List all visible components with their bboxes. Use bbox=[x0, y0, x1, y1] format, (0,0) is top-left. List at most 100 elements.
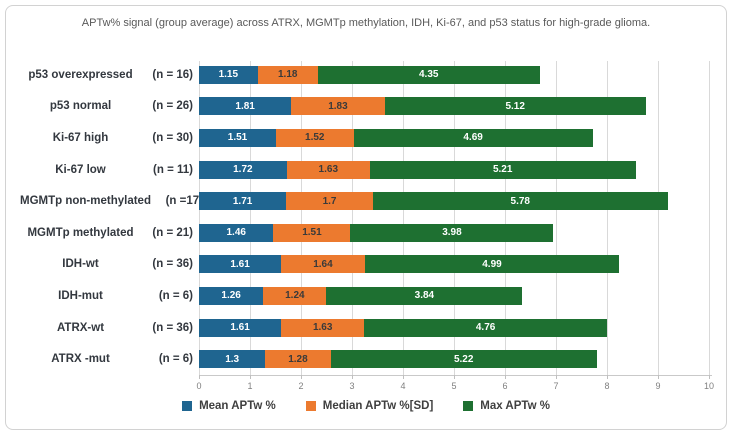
gridline-10 bbox=[709, 61, 710, 375]
category-count: (n = 21) bbox=[152, 226, 193, 239]
gridline-6 bbox=[505, 61, 506, 375]
chart-frame: APTw% signal (group average) across ATRX… bbox=[5, 5, 727, 430]
bar-value-label: 1.51 bbox=[302, 227, 322, 239]
bar-track: 1.26 1.24 3.84 bbox=[199, 286, 709, 305]
bar-row: MGMTp methylated (n = 21) 1.46 1.51 3.98 bbox=[6, 217, 726, 249]
bar-track: 1.61 1.64 4.99 bbox=[199, 255, 709, 274]
bar-segment-median: 1.64 bbox=[281, 255, 365, 274]
bar-segment-mean: 1.3 bbox=[199, 350, 266, 369]
bar-value-label: 1.81 bbox=[235, 100, 255, 112]
bar-track: 1.71 1.7 5.78 bbox=[199, 192, 709, 211]
tick-label-3: 3 bbox=[349, 381, 355, 391]
bar-value-label: 1.63 bbox=[318, 164, 339, 176]
category-name: Ki-67 high bbox=[52, 131, 109, 144]
tick-label-6: 6 bbox=[502, 381, 508, 391]
category-count: (n = 16) bbox=[152, 68, 193, 81]
chart-title: APTw% signal (group average) across ATRX… bbox=[81, 17, 651, 29]
category-label: MGMTp non-methylated (n =17) bbox=[6, 195, 203, 208]
bar-value-label: 1.26 bbox=[221, 290, 241, 302]
bar-segment-max: 5.21 bbox=[369, 160, 636, 179]
category-count: (n = 11) bbox=[153, 163, 193, 176]
bar-segment-median: 1.63 bbox=[281, 318, 365, 337]
tick-mark-8 bbox=[607, 375, 608, 379]
bar-value-label: 1.7 bbox=[322, 195, 337, 207]
bar-row: Ki-67 high (n = 30) 1.51 1.52 4.69 bbox=[6, 122, 726, 154]
category-count: (n =17) bbox=[165, 195, 203, 208]
bar-value-label: 1.63 bbox=[312, 322, 333, 334]
tick-label-10: 10 bbox=[703, 381, 714, 391]
bar-segment-max: 4.35 bbox=[317, 65, 540, 84]
bar-value-label: 4.76 bbox=[475, 322, 496, 334]
bar-value-label: 1.61 bbox=[230, 258, 250, 270]
bar-row: ATRX-wt (n = 36) 1.61 1.63 4.76 bbox=[6, 312, 726, 344]
bar-value-label: 5.78 bbox=[510, 195, 530, 207]
category-label: ATRX -mut (n = 6) bbox=[6, 353, 199, 365]
tick-mark-1 bbox=[250, 375, 251, 379]
bar-track: 1.72 1.63 5.21 bbox=[199, 160, 709, 179]
bar-value-label: 1.83 bbox=[328, 100, 348, 112]
bar-value-label: 1.61 bbox=[230, 322, 250, 334]
bar-segment-median: 1.52 bbox=[276, 128, 354, 147]
bar-value-label: 4.35 bbox=[419, 69, 439, 81]
tick-mark-3 bbox=[352, 375, 353, 379]
bar-segment-mean: 1.72 bbox=[199, 160, 287, 179]
bar-value-label: 3.84 bbox=[414, 290, 435, 302]
gridline-9 bbox=[658, 61, 659, 375]
category-count: (n = 26) bbox=[152, 100, 193, 113]
bar-value-label: 1.52 bbox=[305, 132, 325, 144]
bar-row: MGMTp non-methylated (n =17) 1.71 1.7 5.78 bbox=[6, 185, 726, 217]
bar-segment-max: 5.22 bbox=[330, 350, 597, 369]
category-name: MGMTp non-methylated bbox=[20, 195, 151, 208]
bar-track: 1.46 1.51 3.98 bbox=[199, 223, 709, 242]
gridline-7 bbox=[556, 61, 557, 375]
category-label: Ki-67 high (n = 30) bbox=[6, 132, 199, 144]
gridline-0 bbox=[199, 61, 200, 375]
category-name: p53 overexpressed bbox=[28, 68, 133, 81]
gridline-8 bbox=[607, 61, 608, 375]
tick-mark-5 bbox=[454, 375, 455, 379]
bar-value-label: 1.51 bbox=[227, 132, 248, 144]
bar-track: 1.3 1.28 5.22 bbox=[199, 350, 709, 369]
bar-segment-max: 4.99 bbox=[364, 255, 620, 274]
gridline-5 bbox=[454, 61, 455, 375]
category-count: (n = 30) bbox=[152, 131, 193, 144]
bar-track: 1.61 1.63 4.76 bbox=[199, 318, 709, 337]
bar-segment-max: 5.12 bbox=[384, 97, 646, 116]
bar-value-label: 1.46 bbox=[226, 227, 246, 239]
bar-row: p53 overexpressed (n = 16) 1.15 1.18 4.35 bbox=[6, 59, 726, 91]
bar-value-label: 5.21 bbox=[492, 164, 513, 176]
category-count: (n = 6) bbox=[158, 289, 193, 302]
category-label: IDH-wt (n = 36) bbox=[6, 258, 199, 270]
bar-value-label: 1.64 bbox=[313, 258, 333, 270]
tick-label-5: 5 bbox=[451, 381, 457, 391]
bar-row: IDH-mut (n = 6) 1.26 1.24 3.84 bbox=[6, 280, 726, 312]
bar-segment-max: 4.69 bbox=[353, 128, 593, 147]
tick-label-1: 1 bbox=[247, 381, 253, 391]
bar-value-label: 4.69 bbox=[463, 132, 483, 144]
tick-mark-10 bbox=[709, 375, 710, 379]
category-label: Ki-67 low (n = 11) bbox=[6, 164, 199, 176]
bar-value-label: 5.12 bbox=[505, 100, 525, 112]
bar-segment-mean: 1.51 bbox=[199, 128, 276, 147]
bar-segment-mean: 1.61 bbox=[199, 318, 282, 337]
bar-segment-median: 1.83 bbox=[291, 97, 385, 116]
category-label: p53 overexpressed (n = 16) bbox=[6, 69, 199, 81]
category-label: ATRX-wt (n = 36) bbox=[6, 322, 199, 334]
bar-track: 1.15 1.18 4.35 bbox=[199, 65, 709, 84]
gridline-1 bbox=[250, 61, 251, 375]
plot-area: p53 overexpressed (n = 16) 1.15 1.18 4.35 p53… bbox=[6, 59, 726, 375]
legend-swatch-icon bbox=[182, 401, 193, 411]
legend-item: Mean APTw % bbox=[182, 400, 276, 412]
bar-row: ATRX -mut (n = 6) 1.3 1.28 5.22 bbox=[6, 343, 726, 375]
bar-value-label: 1.71 bbox=[232, 195, 253, 207]
category-name: ATRX-wt bbox=[56, 321, 105, 334]
gridline-3 bbox=[352, 61, 353, 375]
tick-label-8: 8 bbox=[604, 381, 610, 391]
legend-label: Max APTw % bbox=[480, 400, 550, 412]
legend-item: Max APTw % bbox=[463, 400, 550, 412]
bar-segment-max: 3.84 bbox=[326, 286, 523, 305]
bar-value-label: 5.22 bbox=[453, 353, 474, 365]
tick-mark-2 bbox=[301, 375, 302, 379]
bar-value-label: 1.72 bbox=[233, 164, 253, 176]
tick-label-2: 2 bbox=[298, 381, 304, 391]
